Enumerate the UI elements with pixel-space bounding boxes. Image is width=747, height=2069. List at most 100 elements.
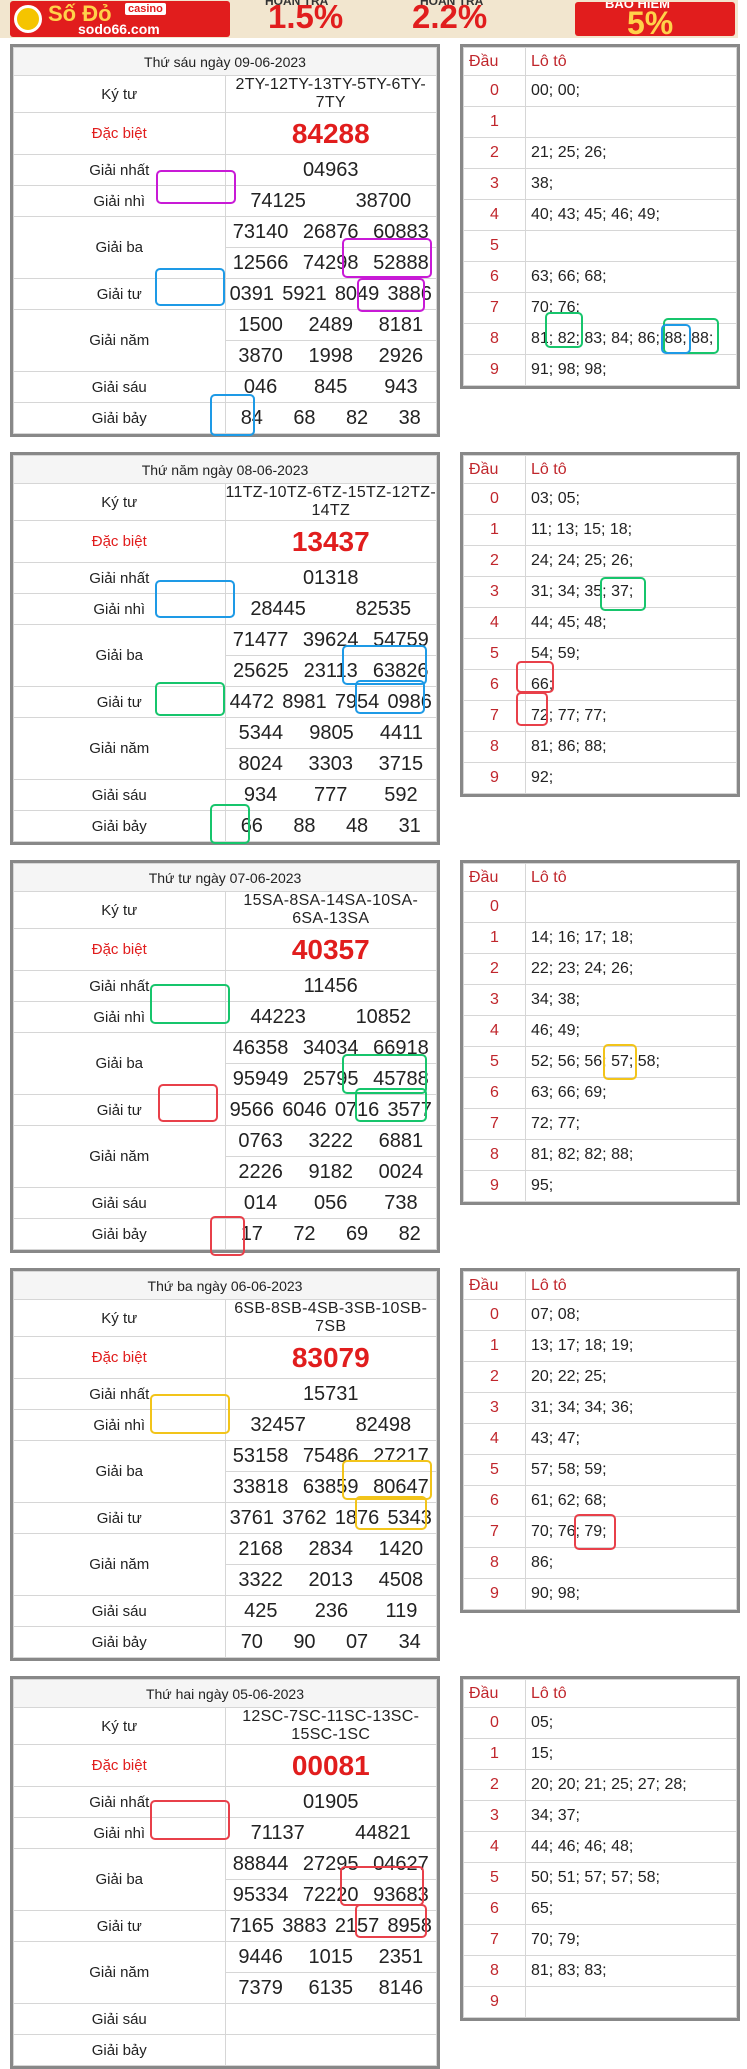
prize-number: 7165: [229, 1914, 275, 1937]
casino-logo[interactable]: Số Đỏ casino sodo66.com: [10, 1, 230, 37]
prize-number: 2926: [378, 344, 424, 367]
loto-values: 46; 49;: [525, 1015, 737, 1047]
draw-code: 6SB-8SB-4SB-3SB-10SB-7SB: [224, 1299, 437, 1337]
loto-values: 61; 62; 68;: [525, 1485, 737, 1517]
prize-number: 66918: [373, 1036, 429, 1059]
prize-number: 82: [345, 406, 369, 429]
prize-number: 1876: [334, 1506, 380, 1529]
prize-number: 44821: [355, 1821, 411, 1844]
loto-values: 52; 56; 56; 57; 58;: [525, 1046, 737, 1078]
prize-number: 31: [398, 814, 421, 837]
loto-values: [525, 230, 737, 262]
loto-head-digit: 7: [463, 700, 526, 732]
label-giai-nhat: Giải nhất: [13, 1786, 226, 1818]
loto-values: [525, 1986, 737, 2018]
loto-head-digit: 1: [463, 106, 526, 138]
loto-head-value: Lô tô: [525, 455, 737, 484]
label-giai-nam: Giải năm: [13, 1533, 226, 1596]
label-giai-nhat: Giải nhất: [13, 970, 226, 1002]
special-prize: 84288: [224, 112, 437, 155]
prize-number: 28445: [250, 597, 306, 620]
prize-number: 6046: [282, 1098, 327, 1121]
prize-number: 1500: [238, 313, 283, 336]
prize-number: 2168: [238, 1537, 283, 1560]
loto-head-digit: 6: [463, 1077, 526, 1109]
prize-number: 38700: [355, 189, 412, 212]
loto-values: 20; 20; 21; 25; 27; 28;: [525, 1769, 737, 1801]
loto-values: 70; 79;: [525, 1924, 737, 1956]
prize-number: 07: [345, 1630, 369, 1653]
loto-head-digit: 3: [463, 984, 526, 1016]
prize-number: 0391: [229, 282, 275, 305]
loto-table: Đầu Lô tô 0 00; 00; 1 2 21; 25; 26; 3 38; 4 40; 43…: [460, 44, 740, 389]
prize-number: 9446: [238, 1945, 283, 1968]
loto-values: 22; 23; 24; 26;: [525, 953, 737, 985]
prize-number: 80647: [373, 1475, 429, 1498]
prize-number: 53158: [232, 1444, 289, 1467]
loto-head-digit: 2: [463, 545, 526, 577]
loto-head-digit: 3: [463, 1800, 526, 1832]
label-giai-sau: Giải sáu: [13, 1595, 226, 1627]
label-giai-bay: Giải bảy: [13, 1218, 226, 1250]
brand-domain: sodo66.com: [78, 21, 160, 37]
loto-head-digit: 7: [463, 1108, 526, 1140]
prize-number: 046: [243, 375, 278, 398]
prize-number: 3762: [282, 1506, 327, 1529]
prize-number: 52888: [373, 251, 429, 274]
promo-banner[interactable]: Số Đỏ casino sodo66.com HOÀN TRẢ 1.5% HO…: [0, 0, 747, 38]
loto-head-digit: 2: [463, 137, 526, 169]
loto-head-digit: 9: [463, 1578, 526, 1610]
prize-number: 48: [345, 814, 369, 837]
label-giai-nhi: Giải nhì: [13, 185, 226, 217]
prize-number: 3886: [387, 282, 432, 305]
draw-code: 2TY-12TY-13TY-5TY-6TY-7TY: [224, 75, 437, 113]
promo3-caption: BẢO HIỂM: [605, 2, 670, 11]
loto-values: 20; 22; 25;: [525, 1361, 737, 1393]
prize-number: 014: [243, 1191, 278, 1214]
loto-values: 57; 58; 59;: [525, 1454, 737, 1486]
promo2-caption: HOÀN TRẢ: [420, 0, 484, 8]
loto-values: 92;: [525, 762, 737, 794]
loto-values: 70; 76;: [525, 292, 737, 324]
loto-values: 24; 24; 25; 26;: [525, 545, 737, 577]
prize-number: 73140: [232, 220, 289, 243]
label-giai-nhi: Giải nhì: [13, 1409, 226, 1441]
loto-head-digit: 6: [463, 1893, 526, 1925]
loto-values: 34; 37;: [525, 1800, 737, 1832]
prize-number: 46358: [232, 1036, 289, 1059]
prize-number: 15731: [302, 1382, 359, 1405]
loto-head-digit: 1: [463, 922, 526, 954]
special-prize: 83079: [224, 1336, 437, 1379]
loto-values: 31; 34; 34; 36;: [525, 1392, 737, 1424]
prize-number: 3870: [238, 344, 283, 367]
label-giai-tu: Giải tư: [13, 1910, 226, 1942]
label-giai-nhat: Giải nhất: [13, 562, 226, 594]
loto-head-digit: 2: [463, 1769, 526, 1801]
loto-values: 38;: [525, 168, 737, 200]
prize-number: 39624: [302, 628, 359, 651]
loto-values: 91; 98; 98;: [525, 354, 737, 386]
prize-number: 6881: [378, 1129, 424, 1152]
loto-values: 11; 13; 15; 18;: [525, 514, 737, 546]
prize-number: 71137: [250, 1821, 305, 1844]
loto-values: 63; 66; 68;: [525, 261, 737, 293]
prize-number: 0024: [378, 1160, 424, 1183]
insurance-promo[interactable]: BẢO HIỂM 5%: [575, 2, 735, 36]
prize-number: 38: [398, 406, 421, 429]
loto-values: 34; 38;: [525, 984, 737, 1016]
loto-values: 95;: [525, 1170, 737, 1202]
prize-number: 8181: [378, 313, 424, 336]
prize-number: 34034: [302, 1036, 359, 1059]
loto-head-digit: 8: [463, 1955, 526, 1987]
loto-head-digit: 1: [463, 514, 526, 546]
prize-number: 738: [384, 1191, 418, 1214]
prize-number: 2351: [378, 1945, 424, 1968]
prize-number: 82498: [355, 1413, 412, 1436]
loto-head-digit: 8: [463, 323, 526, 355]
loto-head-digit: 9: [463, 354, 526, 386]
loto-values: 40; 43; 45; 46; 49;: [525, 199, 737, 231]
prize-number: 2157: [334, 1914, 380, 1937]
label-giai-tu: Giải tư: [13, 686, 226, 718]
prize-number: 8049: [334, 282, 380, 305]
prize-number: 74298: [302, 251, 359, 274]
